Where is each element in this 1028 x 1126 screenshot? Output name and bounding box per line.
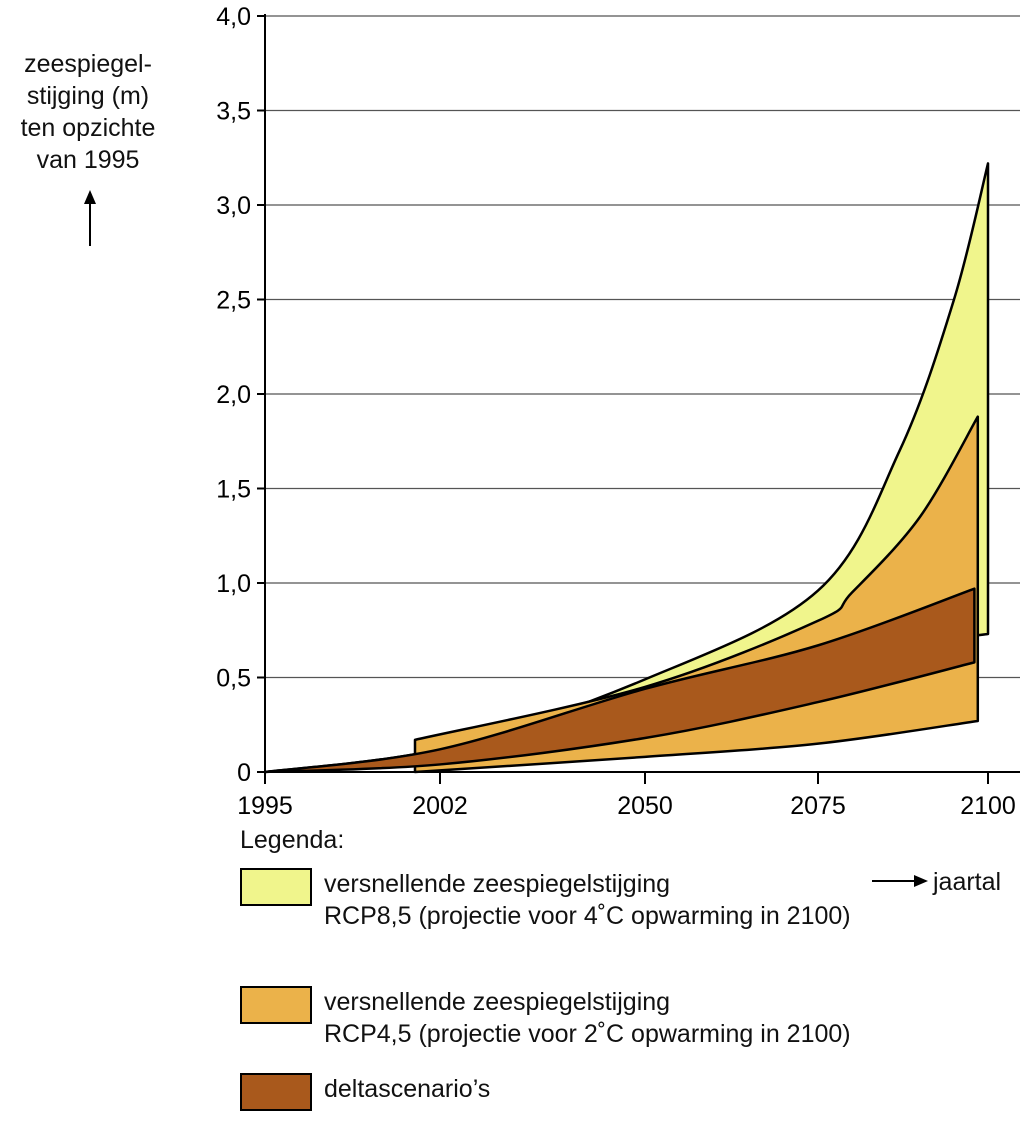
y-tick-label: 0,5 [216, 665, 251, 693]
y-tick-label: 3,5 [216, 98, 251, 126]
y-arrow-head-icon [84, 190, 96, 204]
y-tick-label: 4,0 [216, 3, 251, 31]
y-label-line: ten opzichte [20, 114, 156, 142]
x-tick-label: 2002 [412, 792, 468, 820]
x-axis-label: jaartal [933, 868, 1002, 896]
x-tick-label: 2050 [617, 792, 673, 820]
legend-title: Legenda: [240, 826, 345, 854]
legend-swatch [240, 868, 312, 906]
legend-text: versnellende zeespiegelstijging [324, 988, 671, 1016]
y-tick-label: 0 [237, 759, 251, 787]
legend-text: RCP4,5 (projectie voor 2˚C opwarming in … [324, 1020, 851, 1048]
x-arrow-head-icon [914, 875, 928, 887]
y-label-line: zeespiegel- [24, 50, 152, 78]
legend-item-delta: deltascenario’s [240, 1073, 490, 1111]
legend-item-rcp85: versnellende zeespiegelstijging RCP8,5 (p… [240, 868, 851, 932]
legend-item-rcp45: versnellende zeespiegelstijging RCP4,5 (p… [240, 986, 851, 1050]
y-tick-label: 2,5 [216, 287, 251, 315]
x-tick-label: 1995 [237, 792, 293, 820]
legend-swatch [240, 1073, 312, 1111]
y-label-line: van 1995 [36, 146, 140, 174]
y-label-line: stijging (m) [26, 82, 150, 110]
y-axis-label: zeespiegel- stijging (m) ten opzichte va… [0, 48, 176, 176]
y-tick-label: 3,0 [216, 192, 251, 220]
y-tick-label: 2,0 [216, 381, 251, 409]
series-band-deltascenarios [263, 587, 976, 774]
legend-text: RCP8,5 (projectie voor 4˚C opwarming in … [324, 902, 851, 930]
x-tick-label: 2075 [790, 792, 846, 820]
legend-text: versnellende zeespiegelstijging [324, 870, 671, 898]
y-tick-label: 1,5 [216, 476, 251, 504]
legend-swatch [240, 986, 312, 1024]
legend-text: deltascenario’s [324, 1075, 491, 1103]
y-tick-label: 1,0 [216, 570, 251, 598]
x-tick-label: 2100 [960, 792, 1016, 820]
